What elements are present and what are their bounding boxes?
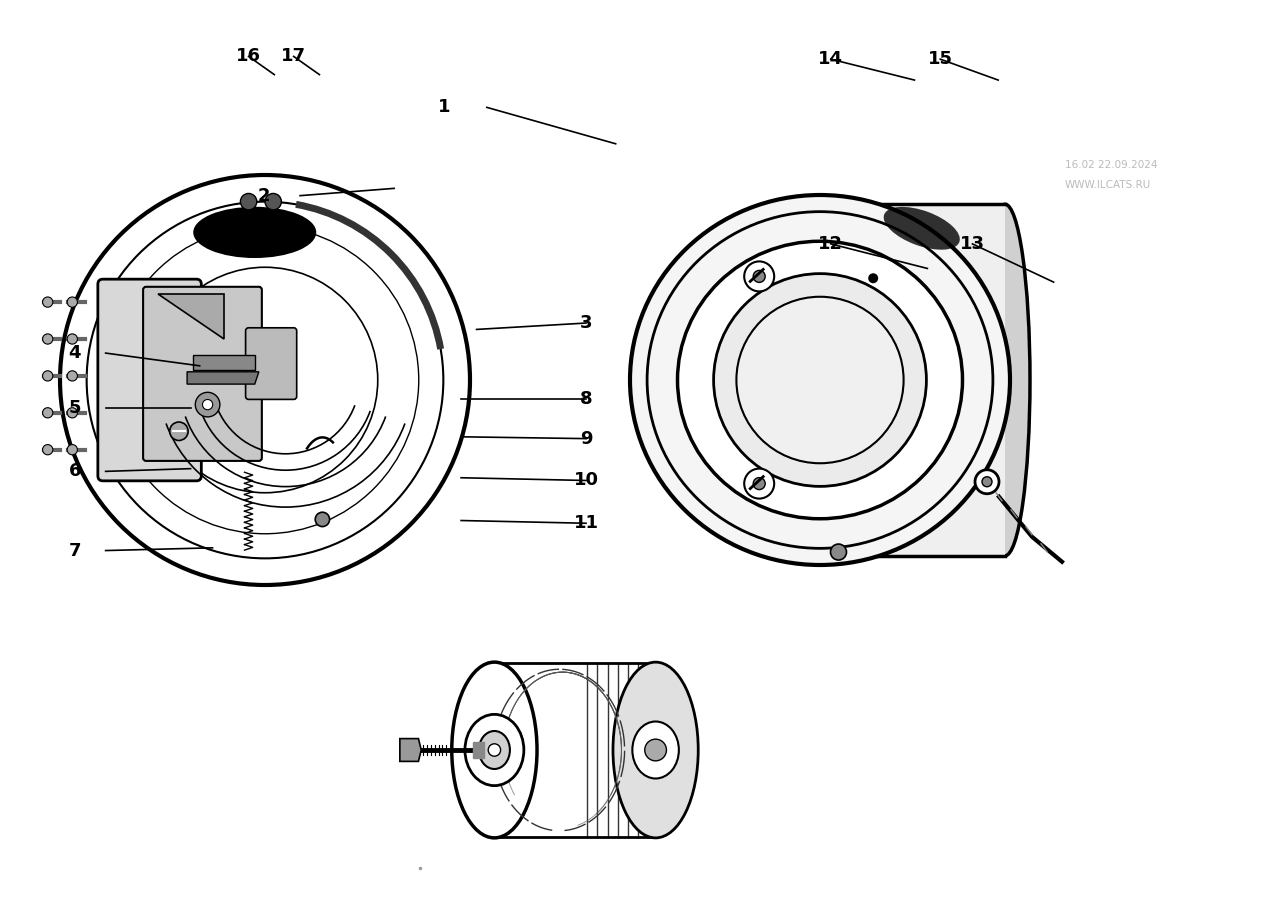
Ellipse shape bbox=[630, 195, 1010, 565]
Circle shape bbox=[831, 544, 846, 560]
Circle shape bbox=[43, 370, 53, 381]
Polygon shape bbox=[473, 743, 483, 758]
Text: 14: 14 bbox=[818, 50, 844, 68]
Ellipse shape bbox=[193, 207, 317, 258]
Text: 4: 4 bbox=[68, 344, 81, 362]
Polygon shape bbox=[399, 739, 421, 762]
Ellipse shape bbox=[737, 297, 904, 463]
Circle shape bbox=[170, 422, 188, 440]
Ellipse shape bbox=[714, 274, 926, 486]
Text: 3: 3 bbox=[580, 314, 592, 332]
Circle shape bbox=[202, 399, 213, 410]
Ellipse shape bbox=[980, 204, 1030, 556]
Circle shape bbox=[645, 739, 666, 761]
Circle shape bbox=[241, 194, 256, 210]
Text: 15: 15 bbox=[927, 50, 953, 68]
Circle shape bbox=[981, 477, 992, 487]
Circle shape bbox=[753, 478, 765, 490]
Text: 8: 8 bbox=[580, 389, 592, 408]
Polygon shape bbox=[820, 204, 1005, 556]
Circle shape bbox=[61, 175, 470, 585]
Ellipse shape bbox=[632, 722, 679, 778]
Circle shape bbox=[43, 334, 53, 344]
Circle shape bbox=[868, 273, 878, 283]
Text: 11: 11 bbox=[573, 514, 599, 532]
Text: 1: 1 bbox=[438, 98, 451, 116]
Text: 6: 6 bbox=[68, 462, 81, 480]
Text: 16: 16 bbox=[236, 47, 261, 66]
Text: 5: 5 bbox=[68, 399, 81, 417]
FancyBboxPatch shape bbox=[143, 287, 261, 460]
Ellipse shape bbox=[452, 662, 537, 838]
Circle shape bbox=[67, 445, 77, 455]
Ellipse shape bbox=[677, 241, 962, 519]
Text: 16.02 22.09.2024: 16.02 22.09.2024 bbox=[1065, 160, 1158, 170]
Polygon shape bbox=[187, 372, 259, 384]
Circle shape bbox=[744, 469, 774, 499]
Text: 9: 9 bbox=[580, 430, 592, 448]
Ellipse shape bbox=[479, 731, 510, 769]
Text: 10: 10 bbox=[573, 471, 599, 490]
Circle shape bbox=[67, 370, 77, 381]
Circle shape bbox=[488, 743, 501, 756]
Circle shape bbox=[67, 408, 77, 418]
Polygon shape bbox=[193, 356, 255, 369]
Circle shape bbox=[67, 297, 77, 308]
Text: 7: 7 bbox=[68, 541, 81, 560]
Ellipse shape bbox=[465, 714, 524, 785]
Circle shape bbox=[43, 297, 53, 308]
Ellipse shape bbox=[613, 662, 698, 838]
Circle shape bbox=[265, 194, 281, 210]
Ellipse shape bbox=[884, 207, 960, 249]
Polygon shape bbox=[158, 294, 224, 339]
Text: 12: 12 bbox=[818, 235, 844, 253]
Circle shape bbox=[43, 445, 53, 455]
Circle shape bbox=[753, 270, 765, 282]
Text: WWW.ILCATS.RU: WWW.ILCATS.RU bbox=[1065, 180, 1151, 190]
Text: 13: 13 bbox=[960, 235, 985, 253]
Text: 2: 2 bbox=[258, 187, 270, 205]
Text: 17: 17 bbox=[281, 47, 307, 66]
Circle shape bbox=[43, 408, 53, 418]
FancyBboxPatch shape bbox=[98, 279, 201, 480]
Circle shape bbox=[975, 470, 999, 494]
FancyBboxPatch shape bbox=[246, 328, 296, 399]
Circle shape bbox=[67, 334, 77, 344]
Polygon shape bbox=[489, 664, 661, 835]
Circle shape bbox=[744, 261, 774, 291]
Circle shape bbox=[196, 392, 220, 417]
Circle shape bbox=[316, 512, 330, 527]
